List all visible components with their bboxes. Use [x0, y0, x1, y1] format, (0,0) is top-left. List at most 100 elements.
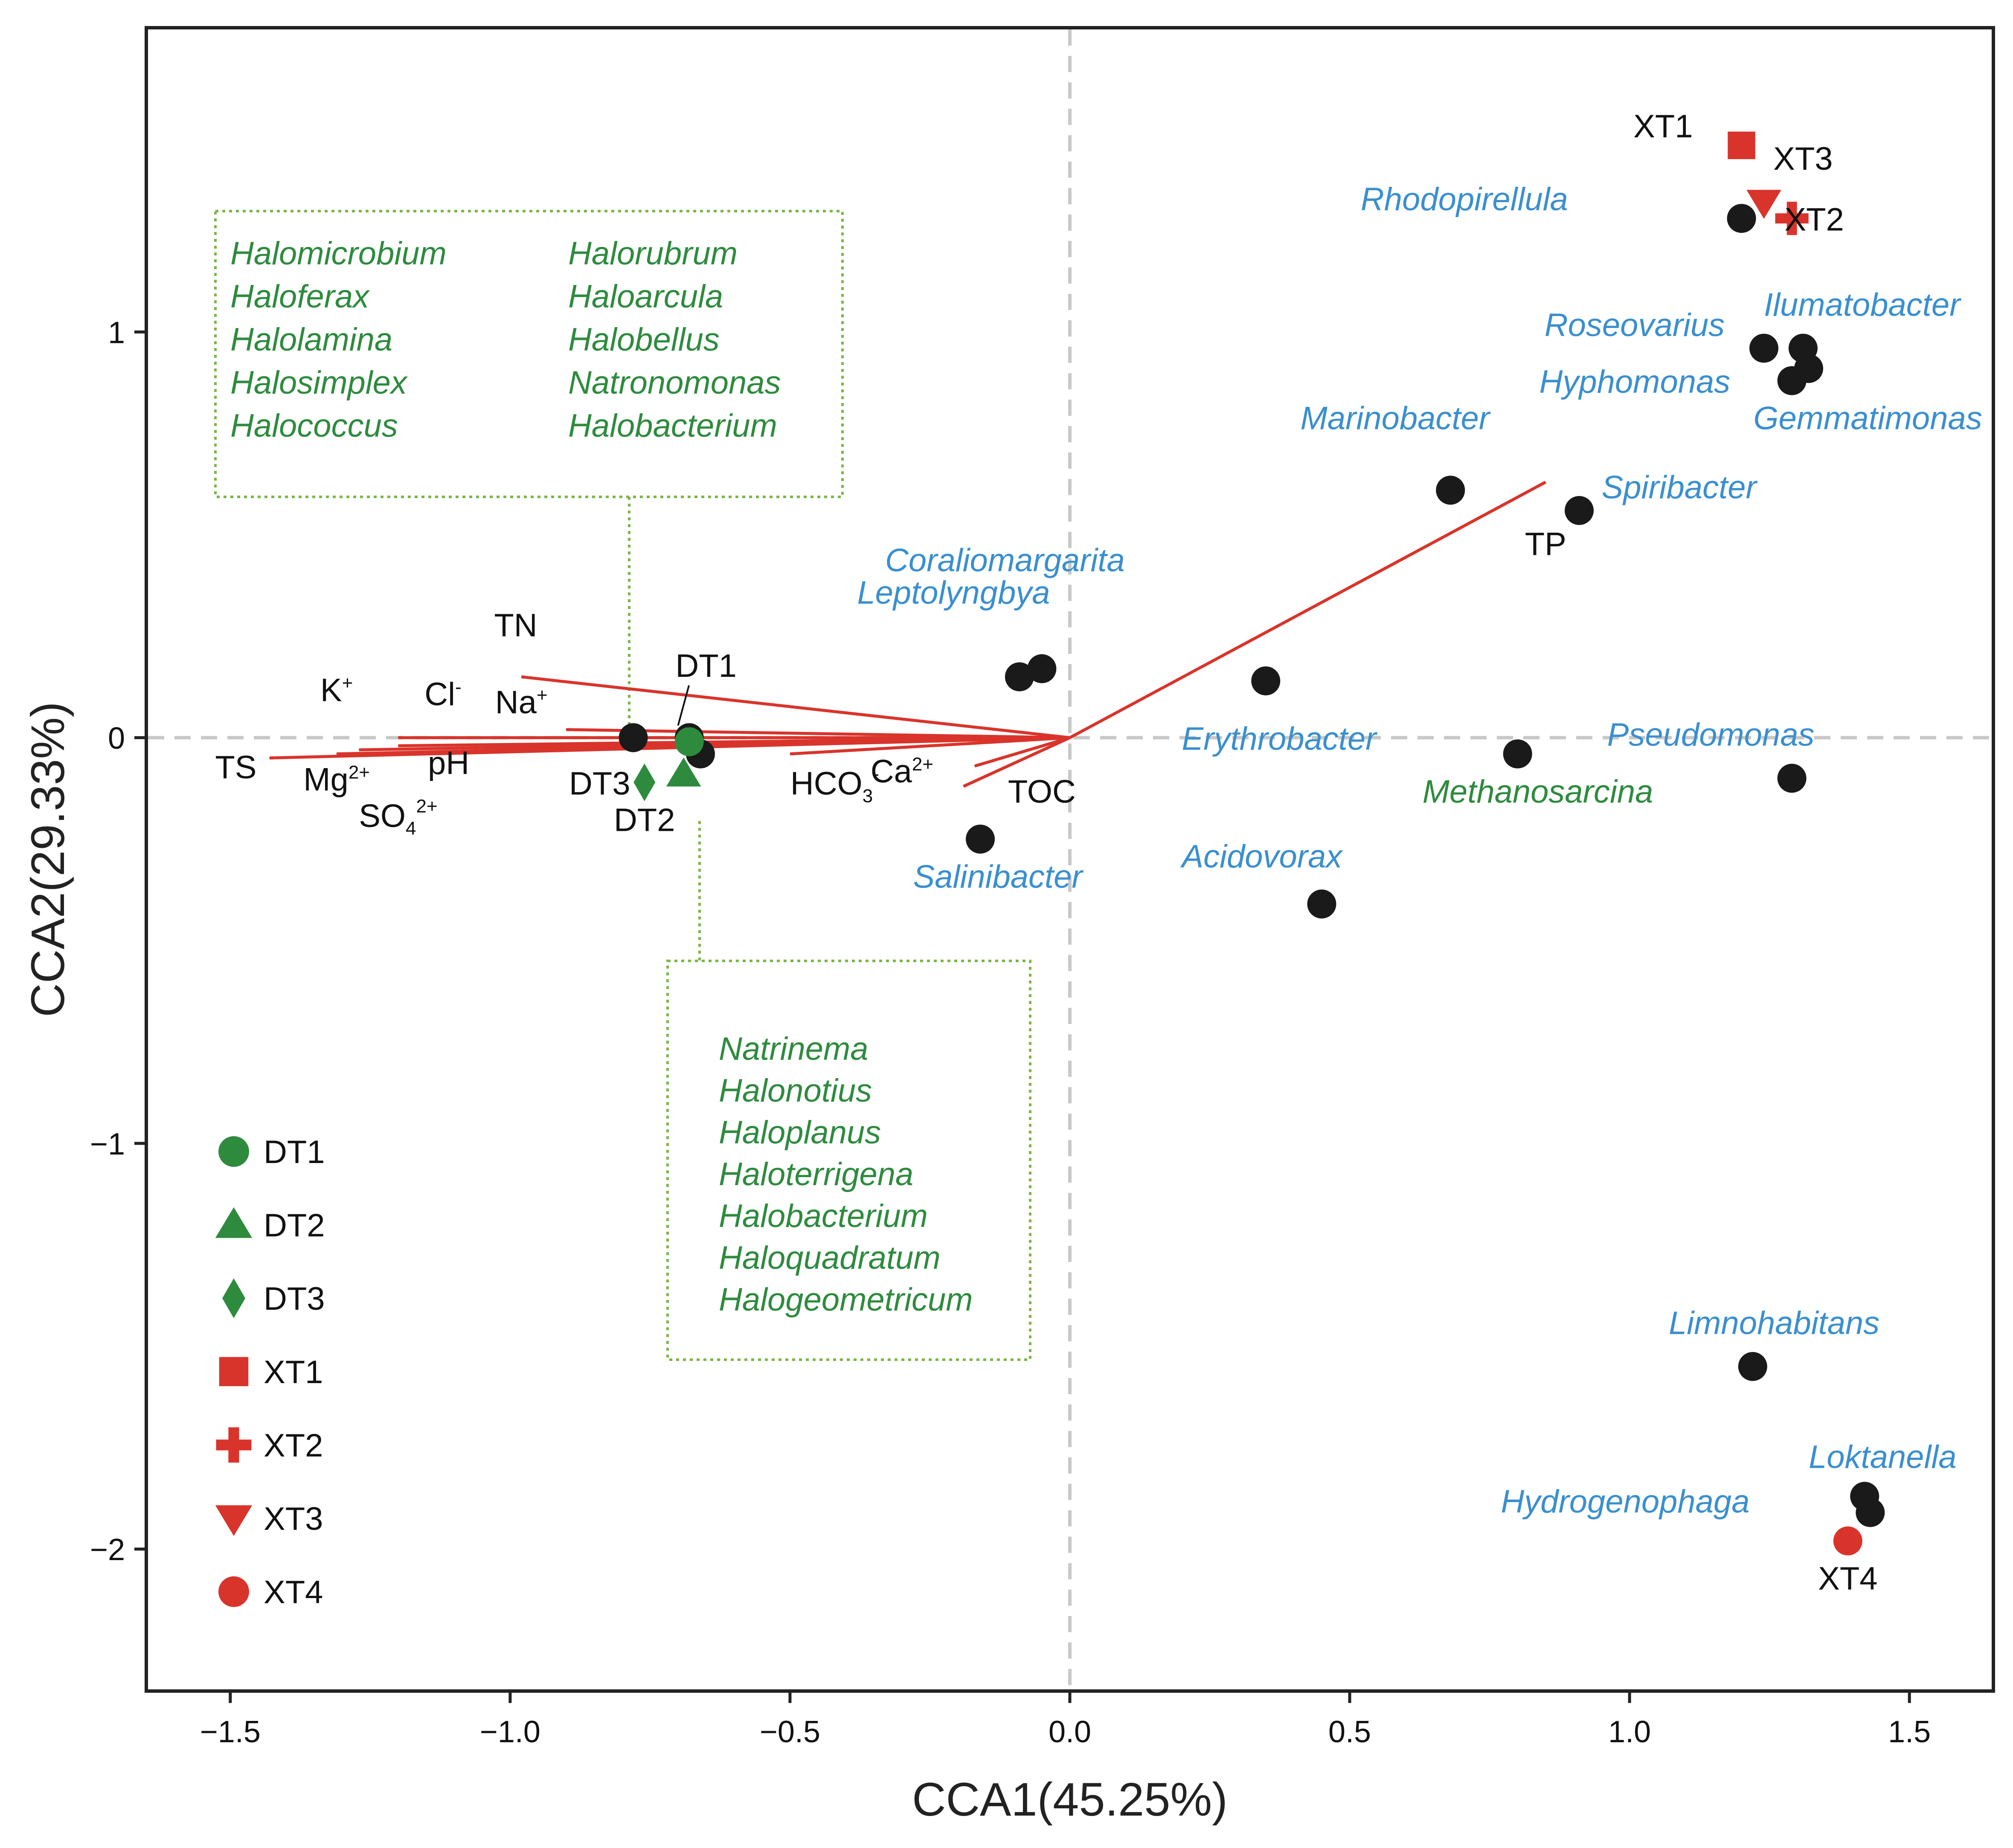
genus-point — [1856, 1498, 1885, 1527]
genus-points: Rhodopirellula Ilumatobacter Roseovarius Hy… — [619, 181, 1982, 1527]
y-tick-label: −1 — [90, 1127, 125, 1161]
lower-archaea-box-frame — [666, 960, 1031, 1361]
genus-point — [1503, 739, 1532, 769]
legend-label: XT2 — [264, 1427, 323, 1464]
vector-label: SO42+ — [359, 796, 437, 839]
genus-label: Gemmatimonas — [1753, 400, 1982, 437]
genus-point — [1565, 496, 1594, 525]
sample-XT2 — [1775, 201, 1809, 235]
y-tick-label: 1 — [108, 316, 125, 350]
vector-TOC — [975, 736, 1071, 768]
y-tick-label: 0 — [108, 722, 125, 756]
legend-marker — [216, 1427, 252, 1463]
sample-label: DT1 — [675, 648, 737, 684]
x-tick-label: 1.0 — [1608, 1715, 1651, 1749]
legend-label: XT3 — [264, 1501, 323, 1537]
genus-point — [1749, 334, 1779, 363]
vector-label: Mg2+ — [303, 761, 370, 798]
vector-label: Ca2+ — [871, 753, 933, 789]
genus-label: Spiribacter — [1602, 469, 1758, 505]
sample-label: XT1 — [1633, 108, 1693, 145]
legend-label: DT1 — [264, 1134, 325, 1170]
vector-label: TN — [494, 607, 537, 644]
sample-XT3 — [1746, 190, 1781, 219]
legend-label: XT1 — [264, 1354, 323, 1390]
genus-point — [619, 723, 648, 752]
x-tick-label: 0.5 — [1328, 1715, 1371, 1749]
genus-label: Leptolyngbya — [857, 575, 1050, 611]
archaea-genus-label: Halosimplex — [230, 365, 408, 401]
archaea-genus-label: Halorubrum — [568, 235, 738, 272]
legend-label: DT2 — [264, 1207, 325, 1244]
x-tick-label: −1.5 — [200, 1715, 261, 1749]
genus-label: Marinobacter — [1301, 400, 1491, 437]
archaea-genus-label: Haloterrigena — [719, 1156, 913, 1192]
y-tick-label: −2 — [90, 1533, 125, 1567]
genus-label: Salinibacter — [913, 859, 1084, 895]
genus-label: Pseudomonas — [1607, 717, 1815, 753]
archaea-genus-label: Halonotius — [719, 1073, 872, 1109]
genus-label: Hydrogenophaga — [1501, 1483, 1749, 1520]
genus-label: Methanosarcina — [1423, 774, 1653, 810]
x-tick-label: −0.5 — [760, 1715, 820, 1749]
genus-point — [1727, 204, 1756, 233]
legend-marker — [219, 1357, 249, 1387]
archaea-genus-label: Natrinema — [719, 1031, 869, 1067]
genus-point — [966, 824, 995, 854]
annotation-boxes: Halomicrobium Haloferax Halolamina Halosimp… — [214, 210, 1031, 1361]
vector-label: pH — [428, 745, 469, 781]
genus-label: Rhodopirellula — [1361, 181, 1568, 218]
genus-point — [1005, 662, 1034, 691]
archaea-genus-label: Haloarcula — [568, 279, 723, 315]
dt1-leader — [677, 685, 690, 726]
vector-Ca2+ — [963, 736, 1071, 788]
x-tick-label: −1.0 — [480, 1715, 540, 1749]
sample-label: DT2 — [614, 802, 675, 838]
vector-HCO3- — [790, 736, 1070, 754]
genus-label: Roseovarius — [1545, 307, 1725, 343]
archaea-genus-label: Haloquadratum — [719, 1240, 941, 1276]
vector-label: Na+ — [495, 685, 548, 721]
vector-label: TOC — [1008, 774, 1076, 810]
archaea-genus-label: Halomicrobium — [230, 235, 447, 272]
archaea-genus-label: Halogeometricum — [719, 1282, 973, 1318]
vector-Na+ — [566, 730, 1070, 740]
sample-DT1 — [674, 727, 704, 757]
archaea-genus-label: Natronomonas — [568, 365, 781, 401]
legend-marker — [218, 1136, 249, 1167]
legend-marker — [218, 1576, 249, 1607]
vector-TP — [1069, 481, 1546, 739]
archaea-genus-label: Halobacterium — [719, 1198, 928, 1234]
legend-label: XT4 — [264, 1574, 323, 1610]
sample-XT4 — [1833, 1526, 1862, 1556]
genus-point — [1436, 476, 1465, 505]
sample-DT3 — [633, 763, 656, 801]
genus-label: Limnohabitans — [1669, 1305, 1879, 1341]
genus-point — [1794, 354, 1823, 383]
genus-label: Erythrobacter — [1182, 721, 1377, 757]
genus-label: Hyphomonas — [1539, 364, 1730, 400]
x-tick-label: 1.5 — [1888, 1715, 1931, 1749]
genus-label: Coraliomargarita — [885, 543, 1125, 579]
genus-label: Acidovorax — [1180, 838, 1343, 875]
archaea-genus-label: Halolamina — [230, 322, 392, 358]
genus-point — [1738, 1352, 1767, 1381]
archaea-genus-label: Haloplanus — [719, 1114, 881, 1151]
y-axis-title: CCA2(29.33%) — [22, 702, 74, 1017]
genus-label: Ilumatobacter — [1764, 287, 1961, 323]
genus-point — [1251, 666, 1281, 696]
sample-label: XT4 — [1818, 1561, 1877, 1597]
axis-ticks: −1.5 −1.0 −0.5 0.0 0.5 1.0 1.5 1 0 −1 −2 — [90, 316, 1931, 1749]
archaea-genus-label: Halobellus — [568, 322, 720, 358]
genus-point — [1307, 889, 1336, 919]
legend-marker — [215, 1207, 253, 1238]
sample-label: DT3 — [569, 766, 630, 802]
archaea-genus-label: Halococcus — [230, 408, 398, 444]
genus-point — [1027, 654, 1057, 683]
legend-label: DT3 — [264, 1281, 325, 1317]
genus-point — [1777, 763, 1807, 793]
vector-label: K+ — [320, 672, 353, 708]
environment-vectors: TS Mg2+ K+ SO42+ pH Cl- Na+ TN HCO3-Ca2+ TOC TP — [215, 481, 1566, 839]
